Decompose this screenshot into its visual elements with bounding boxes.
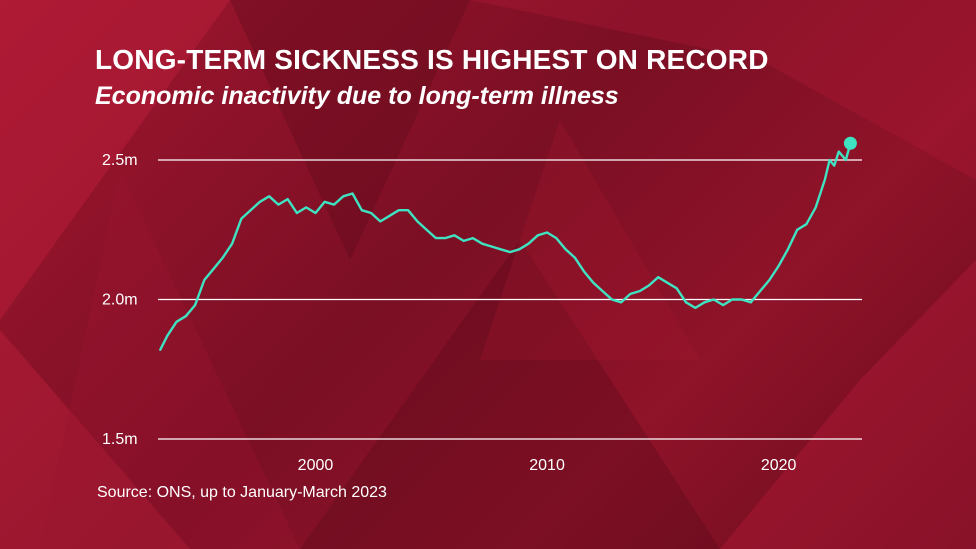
endpoint-marker — [843, 136, 857, 150]
series-line-0 — [159, 142, 852, 351]
x-tick-label-2000: 2000 — [298, 457, 334, 474]
x-tick-label-2010: 2010 — [529, 457, 565, 474]
chart-subtitle: Economic inactivity due to long-term ill… — [95, 82, 619, 110]
y-tick-label-2.5m: 2.5m — [102, 152, 138, 169]
x-tick-label-2020: 2020 — [761, 457, 797, 474]
y-tick-label-1.5m: 1.5m — [102, 431, 138, 448]
y-tick-label-2.0m: 2.0m — [102, 292, 138, 309]
chart-title: LONG-TERM SICKNESS IS HIGHEST ON RECORD — [95, 44, 769, 75]
source-note: Source: ONS, up to January-March 2023 — [97, 484, 387, 501]
